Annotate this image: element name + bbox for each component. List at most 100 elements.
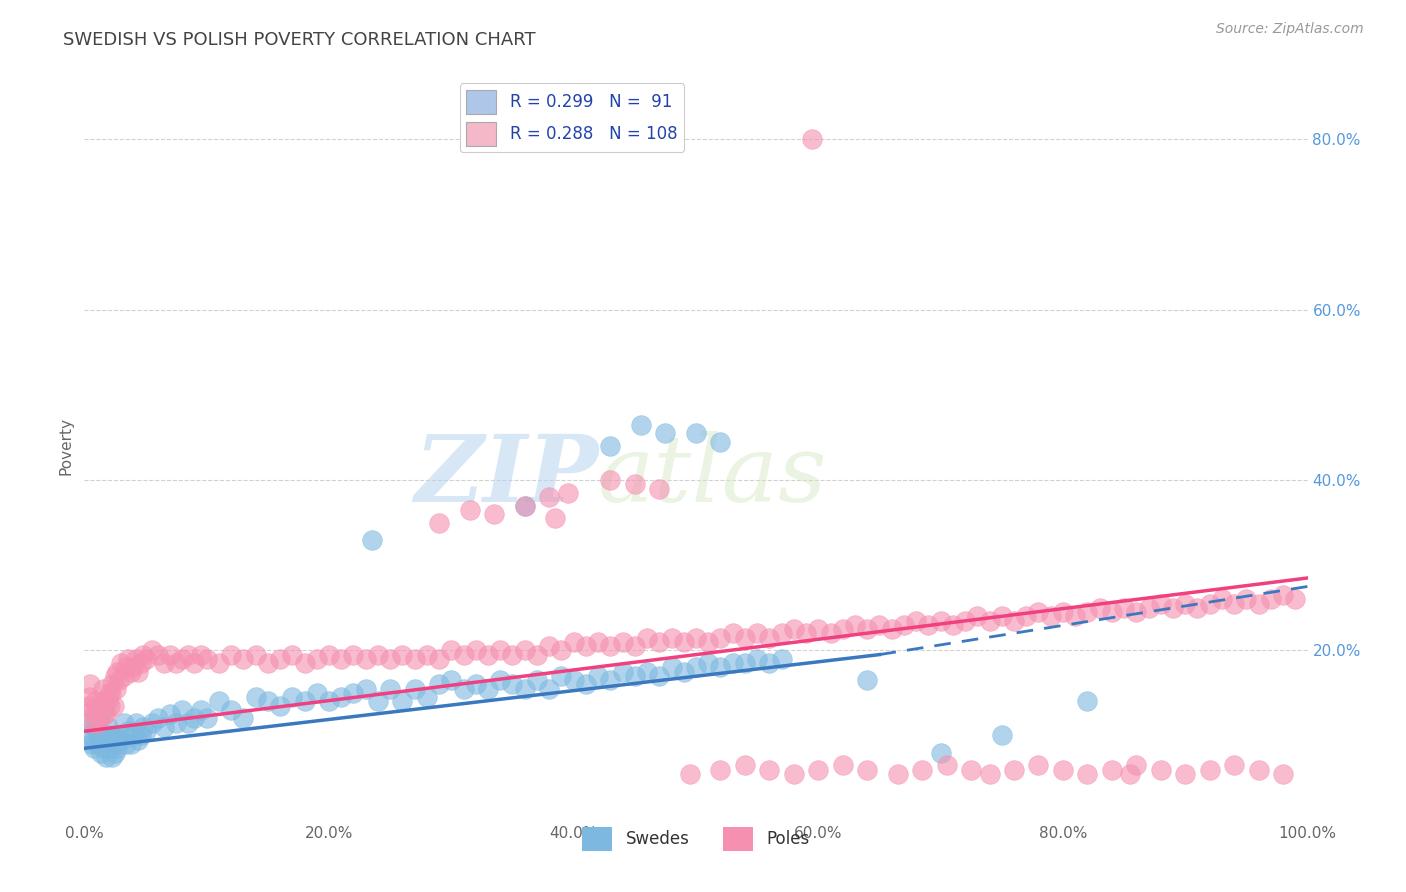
Point <box>105 681 128 696</box>
Point <box>758 631 780 645</box>
Point <box>893 617 915 632</box>
Point <box>141 643 163 657</box>
Point <box>416 648 439 662</box>
Point <box>97 686 120 700</box>
Point <box>82 715 104 730</box>
Point <box>599 639 621 653</box>
Point <box>661 631 683 645</box>
Point <box>758 763 780 777</box>
Point <box>440 673 463 688</box>
Point <box>1272 588 1295 602</box>
Point <box>91 681 114 696</box>
Point <box>734 656 756 670</box>
Point <box>758 656 780 670</box>
Point <box>103 737 125 751</box>
Point <box>427 652 450 666</box>
Point <box>172 703 194 717</box>
Point <box>105 741 128 756</box>
Point <box>97 694 120 708</box>
Point <box>112 669 135 683</box>
Point <box>1223 597 1246 611</box>
Point <box>122 729 145 743</box>
Point <box>709 660 731 674</box>
Point <box>367 694 389 708</box>
Point <box>86 703 108 717</box>
Point <box>83 707 105 722</box>
Point <box>127 732 149 747</box>
Point <box>1076 694 1098 708</box>
Point <box>526 673 548 688</box>
Point <box>1125 605 1147 619</box>
Point <box>794 626 817 640</box>
Point <box>257 656 280 670</box>
Point <box>80 737 103 751</box>
Point <box>856 673 879 688</box>
Point <box>831 622 853 636</box>
Point <box>672 665 695 679</box>
Point <box>1125 758 1147 772</box>
Point <box>195 711 218 725</box>
Point <box>917 617 939 632</box>
Point <box>87 737 110 751</box>
Point <box>96 749 118 764</box>
Point <box>125 715 148 730</box>
Point <box>960 763 983 777</box>
Point <box>1119 767 1142 781</box>
Point <box>159 707 181 722</box>
Point <box>575 677 598 691</box>
Point <box>245 648 267 662</box>
Point <box>1187 600 1209 615</box>
Point <box>97 720 120 734</box>
Point <box>672 635 695 649</box>
Point <box>135 724 157 739</box>
Text: SWEDISH VS POLISH POVERTY CORRELATION CHART: SWEDISH VS POLISH POVERTY CORRELATION CH… <box>63 31 536 49</box>
Point <box>636 665 658 679</box>
Point <box>281 690 304 705</box>
Point <box>342 648 364 662</box>
Point <box>87 711 110 725</box>
Point <box>1247 597 1270 611</box>
Point <box>1076 605 1098 619</box>
Point <box>458 503 481 517</box>
Point <box>1039 609 1062 624</box>
Point <box>84 715 107 730</box>
Point <box>586 635 609 649</box>
Point <box>79 677 101 691</box>
Point <box>1260 592 1282 607</box>
Point <box>129 656 152 670</box>
Point <box>190 703 212 717</box>
Point <box>557 485 579 500</box>
Point <box>856 622 879 636</box>
Point <box>219 703 242 717</box>
Point <box>177 648 200 662</box>
Point <box>1002 763 1025 777</box>
Point <box>79 729 101 743</box>
Point <box>165 656 187 670</box>
Point <box>575 639 598 653</box>
Point <box>100 686 122 700</box>
Point <box>190 648 212 662</box>
Point <box>146 711 169 725</box>
Point <box>721 626 744 640</box>
Point <box>232 711 254 725</box>
Point <box>942 617 965 632</box>
Point <box>1247 763 1270 777</box>
Point <box>807 763 830 777</box>
Y-axis label: Poverty: Poverty <box>59 417 75 475</box>
Point <box>464 643 486 657</box>
Point <box>1150 597 1173 611</box>
Point <box>354 652 377 666</box>
Point <box>489 643 512 657</box>
Point <box>599 473 621 487</box>
Point <box>232 652 254 666</box>
Point <box>208 694 231 708</box>
Point <box>734 758 756 772</box>
Point <box>404 681 426 696</box>
Point <box>513 681 536 696</box>
Point <box>94 698 117 713</box>
Point <box>1137 600 1160 615</box>
Point <box>115 737 138 751</box>
Point <box>1114 600 1136 615</box>
Point <box>100 729 122 743</box>
Point <box>245 690 267 705</box>
